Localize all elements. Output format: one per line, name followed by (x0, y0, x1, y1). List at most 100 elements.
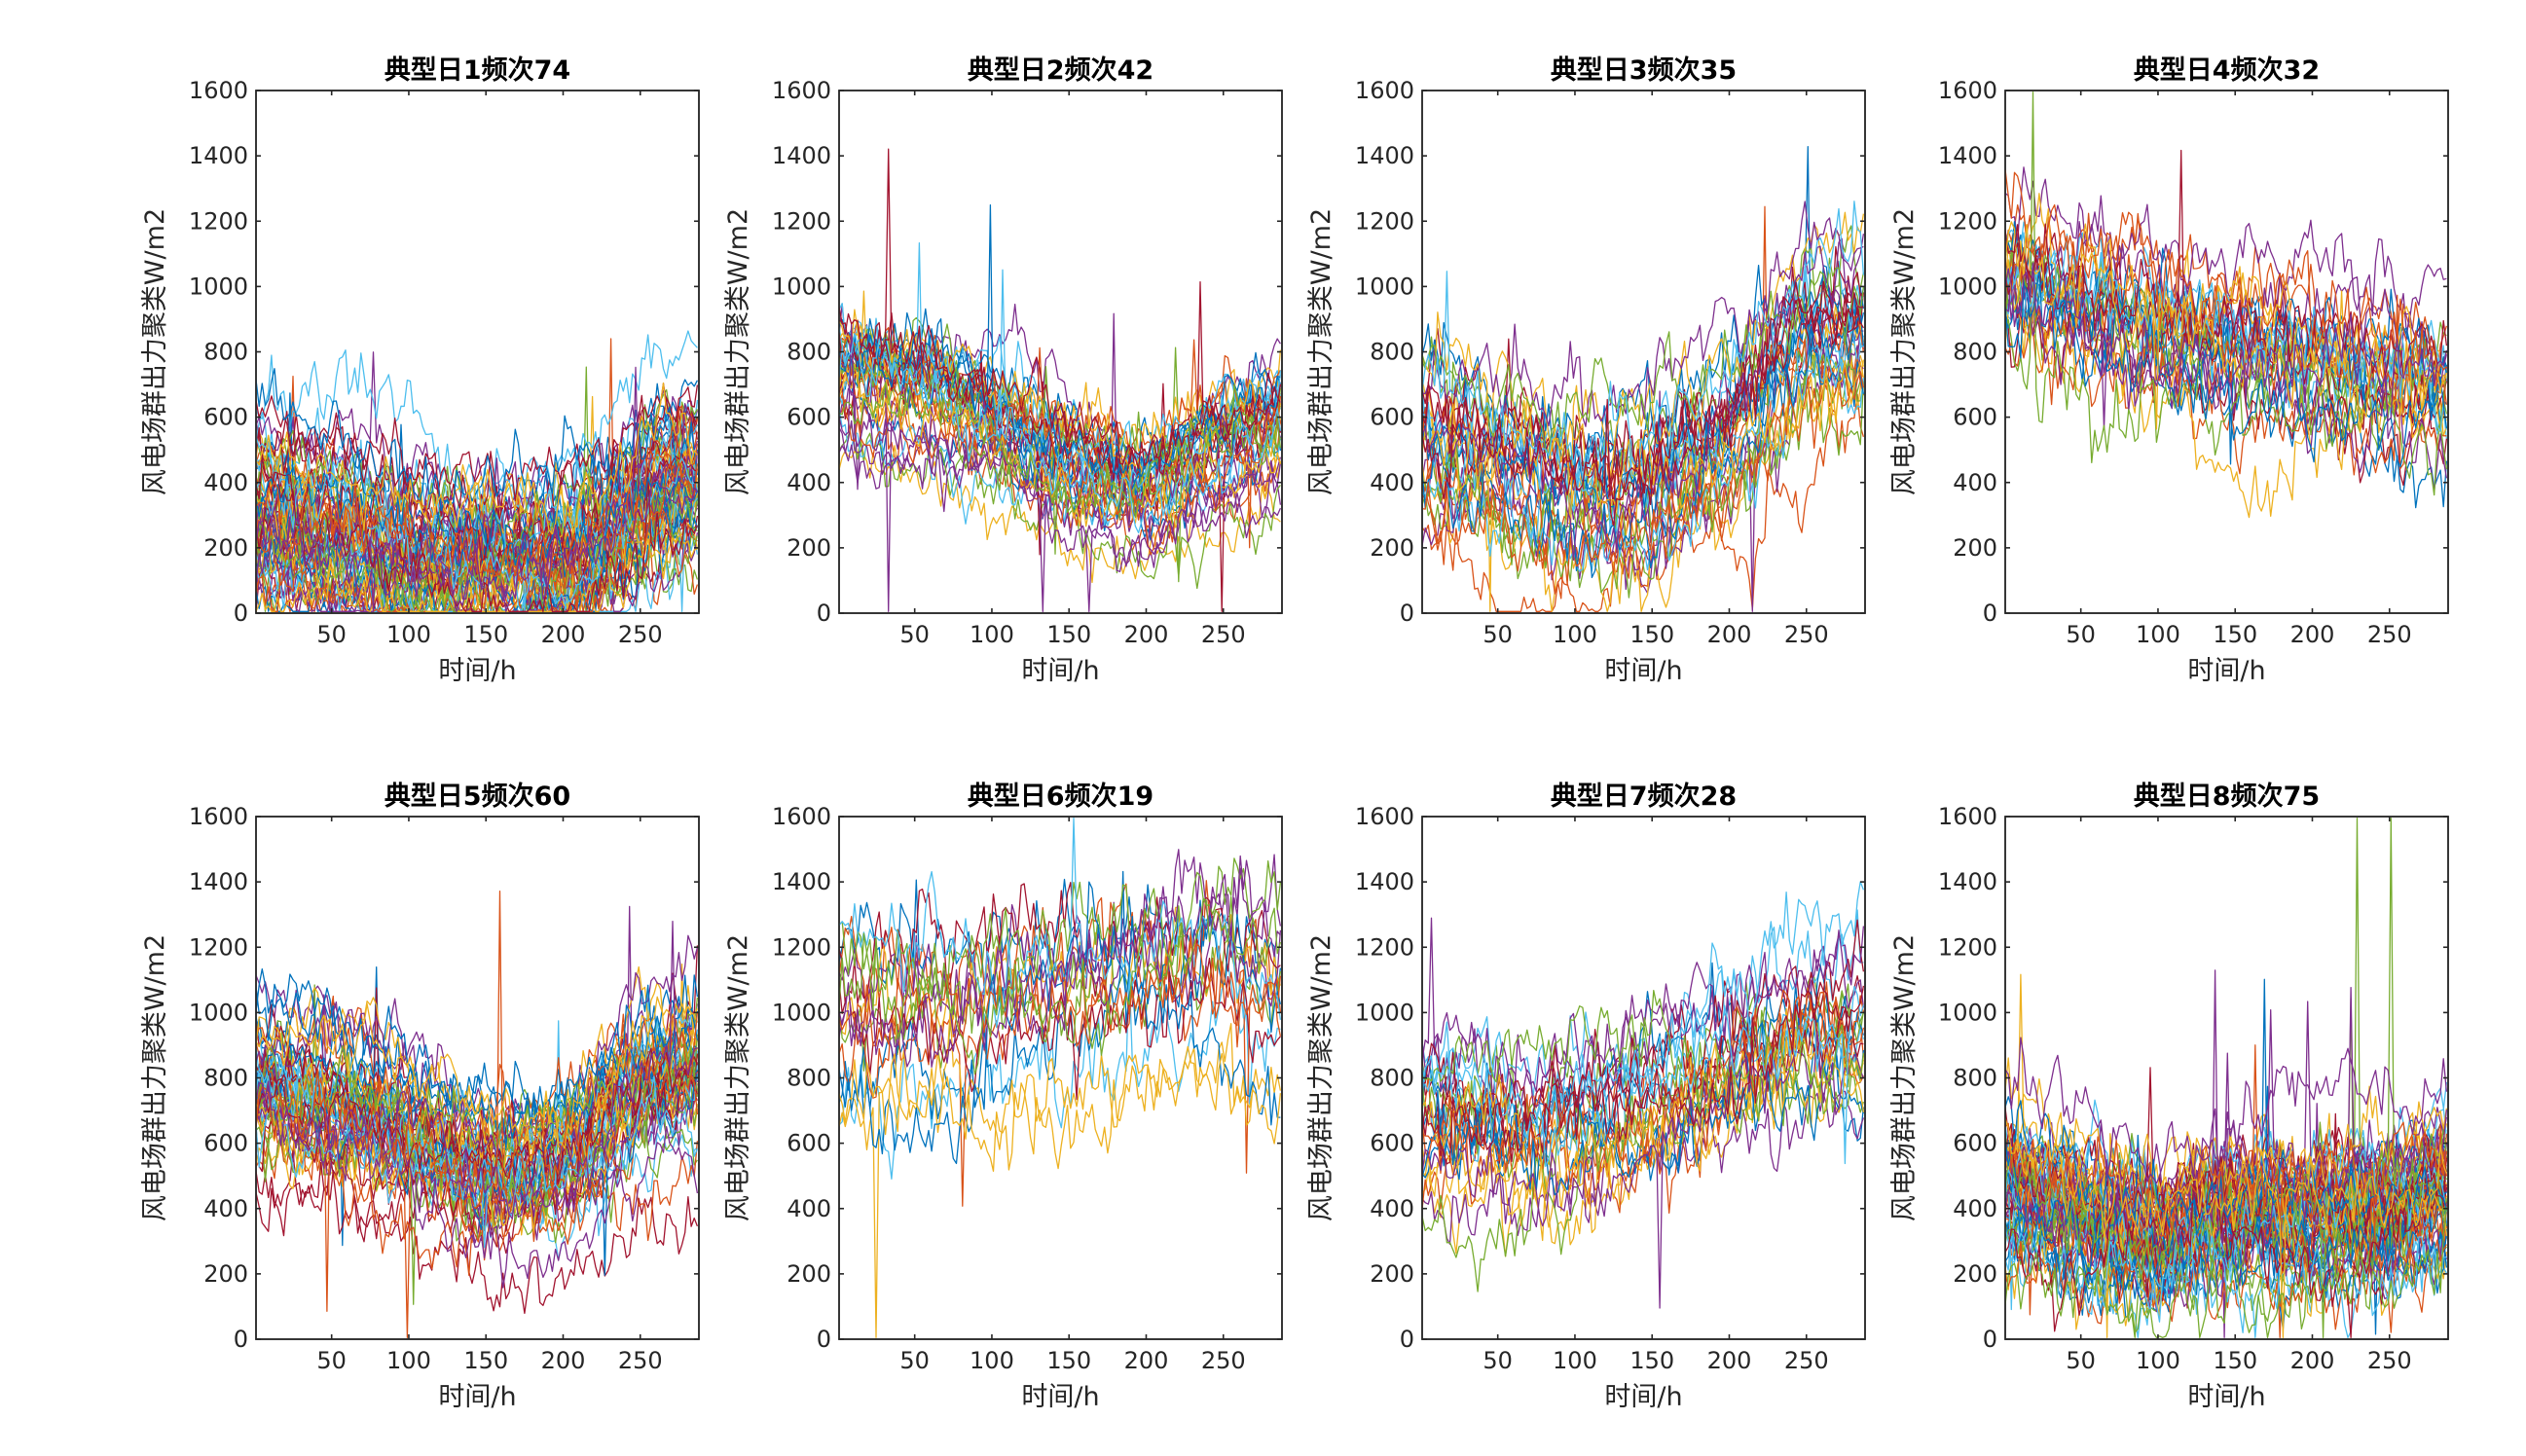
series-line (2005, 1100, 2448, 1236)
x-tick-label: 150 (463, 1347, 508, 1374)
series-line (256, 471, 699, 612)
y-tick-label: 200 (203, 1260, 248, 1288)
subplot-4: 0 200 400 600 800 1000 1200 1400 1600 50 100 150 200… (1889, 55, 2449, 686)
series-line (2005, 269, 2448, 492)
series-line (839, 386, 1282, 556)
series-line (839, 423, 1281, 590)
y-tick-label: 200 (1953, 534, 1997, 562)
series-line (839, 318, 1281, 494)
series-line (2005, 254, 2448, 414)
y-tick-label: 1200 (772, 933, 831, 961)
x-tick-label: 150 (1046, 1347, 1091, 1374)
series-group (1422, 881, 1865, 1309)
y-tick-label: 0 (1400, 1326, 1414, 1353)
x-tick-label: 150 (1046, 621, 1091, 648)
y-tick-label: 1400 (1355, 142, 1414, 169)
x-tick-label: 150 (1629, 621, 1674, 648)
y-axis-label: 风电场群出力聚类W/m2 (723, 934, 753, 1221)
x-tick-label: 100 (1553, 1347, 1597, 1374)
series-line (2005, 166, 2447, 333)
subplot-6: 0 200 400 600 800 1000 1200 1400 1600 50 100 150 200… (723, 782, 1283, 1412)
series-line (256, 1080, 698, 1255)
x-tick-label: 200 (541, 621, 586, 648)
x-tick-label: 100 (1553, 621, 1597, 648)
x-axis-label: 时间/h (1021, 656, 1099, 686)
x-axis-label: 时间/h (438, 1382, 516, 1412)
series-line (256, 996, 698, 1149)
y-tick-label: 200 (1953, 1260, 1997, 1288)
x-tick-label: 250 (1201, 621, 1246, 648)
y-tick-label: 1000 (1938, 273, 1997, 300)
y-tick-label: 1600 (1355, 77, 1414, 104)
series-line (839, 881, 1281, 1165)
series-line (256, 382, 699, 548)
series-line (2005, 264, 2448, 465)
series-group (839, 818, 1282, 1338)
y-axis-label: 风电场群出力聚类W/m2 (1889, 208, 1920, 495)
series-line (1422, 356, 1865, 612)
y-tick-label: 600 (1953, 404, 1997, 431)
y-tick-label: 400 (787, 469, 831, 496)
y-tick-label: 600 (787, 1130, 831, 1157)
series-line (1422, 1017, 1865, 1226)
series-line (839, 963, 1281, 1180)
series-line (839, 1010, 1282, 1338)
x-axis-label: 时间/h (438, 656, 516, 686)
y-tick-label: 600 (1370, 404, 1414, 431)
y-tick-label: 400 (787, 1195, 831, 1222)
y-tick-label: 600 (1370, 1130, 1414, 1157)
series-line (2005, 1121, 2448, 1237)
series-line (256, 330, 698, 511)
series-line (2005, 262, 2448, 422)
y-tick-label: 1200 (772, 207, 831, 235)
x-tick-label: 200 (1124, 1347, 1169, 1374)
y-tick-label: 800 (787, 1065, 831, 1092)
x-tick-label: 250 (1784, 621, 1829, 648)
subplot-title: 典型日5频次60 (384, 782, 570, 812)
y-tick-label: 0 (817, 1326, 831, 1353)
y-tick-label: 600 (203, 1130, 248, 1157)
y-tick-label: 400 (203, 1195, 248, 1222)
subplot-title: 典型日1频次74 (384, 55, 570, 86)
series-line (1422, 234, 1865, 562)
y-tick-label: 1400 (1938, 868, 1997, 895)
series-line (256, 920, 698, 1222)
series-line (839, 439, 1281, 584)
y-tick-label: 1400 (189, 142, 248, 169)
y-tick-label: 1600 (189, 77, 248, 104)
x-tick-label: 50 (2066, 1347, 2096, 1374)
series-group (1422, 146, 1865, 612)
series-line (256, 510, 698, 612)
series-line (839, 945, 1282, 1207)
series-group (2005, 818, 2448, 1338)
x-axis-label: 时间/h (1021, 1382, 1099, 1412)
series-line (839, 366, 1282, 519)
series-line (256, 934, 699, 1179)
y-tick-label: 0 (1983, 1326, 1997, 1353)
y-tick-label: 1600 (1938, 803, 1997, 830)
x-tick-label: 250 (1201, 1347, 1246, 1374)
y-tick-label: 0 (234, 1326, 248, 1353)
y-tick-label: 1200 (189, 933, 248, 961)
y-tick-label: 600 (787, 404, 831, 431)
series-line (839, 958, 1281, 1101)
series-line (2005, 1213, 2447, 1338)
series-line (839, 371, 1282, 528)
y-tick-label: 1000 (772, 999, 831, 1026)
subplot-3: 0 200 400 600 800 1000 1200 1400 1600 50 100 150 200… (1306, 55, 1866, 686)
series-line (1422, 347, 1865, 572)
series-line (256, 995, 698, 1178)
series-line (256, 446, 699, 578)
subplot-8: 0 200 400 600 800 1000 1200 1400 1600 50 100 150 200… (1889, 782, 2449, 1412)
series-line (256, 1035, 699, 1158)
y-tick-label: 1000 (189, 273, 248, 300)
series-line (256, 399, 699, 541)
series-line (256, 382, 698, 535)
series-group (839, 148, 1282, 612)
series-line (1422, 998, 1865, 1171)
x-axis-label: 时间/h (2187, 656, 2265, 686)
series-line (2005, 1207, 2448, 1338)
series-line (839, 935, 1282, 1048)
subplot-title: 典型日3频次35 (1551, 55, 1737, 86)
series-line (1422, 200, 1865, 491)
